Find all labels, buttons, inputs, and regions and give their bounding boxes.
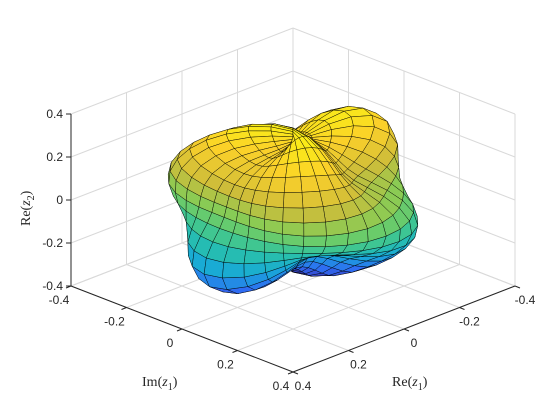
y-tick-mark <box>514 285 521 289</box>
surface-face <box>283 176 303 193</box>
y-tick-label: -0.4 <box>515 293 536 307</box>
x-tick-mark <box>232 350 238 353</box>
z-tick-label: 0 <box>56 193 63 207</box>
surface-face <box>302 206 326 224</box>
x-tick-mark <box>121 307 127 310</box>
surface-face <box>265 191 285 209</box>
y-axis-label: Im(z1) <box>142 375 178 393</box>
z-tick-label: 0.2 <box>46 150 63 164</box>
z-tick-label: -0.4 <box>42 279 63 293</box>
surface-face <box>350 115 375 128</box>
grid-line <box>126 264 349 351</box>
y-tick-label: 0.4 <box>295 379 312 393</box>
grid-line <box>292 70 516 158</box>
x-axis-label: Re(z1) <box>392 375 428 393</box>
grid-line <box>70 27 294 115</box>
y-tick-mark <box>403 328 410 332</box>
x-tick-label: -0.2 <box>104 315 125 329</box>
y-tick-label: 0.2 <box>350 358 367 372</box>
y-tick-mark <box>348 350 354 353</box>
tick-labels: -0.4 -0.2 0 0.2 0.4 -0.4 -0.2 0 0.2 0.4 -0.4 -0.2 0 0… <box>42 107 535 393</box>
surface-face <box>302 246 326 254</box>
grid-line <box>70 70 294 158</box>
x-tick-label: 0 <box>167 336 174 350</box>
surface-face <box>248 126 272 132</box>
y-tick-label: -0.2 <box>459 315 480 329</box>
z-tick-label: -0.2 <box>42 236 63 250</box>
z-axis-label: Re(z2) <box>19 190 37 226</box>
z-tick-label: 0.4 <box>46 107 63 121</box>
x-tick-label: 0.4 <box>273 379 290 393</box>
x-tick-mark <box>287 371 294 375</box>
y-tick-mark <box>459 307 465 310</box>
surface-face <box>283 192 304 209</box>
y-tick-mark <box>292 371 299 375</box>
surface-face <box>222 262 245 279</box>
x-tick-mark <box>176 328 183 332</box>
surface-face <box>282 207 305 224</box>
surface-face <box>285 161 301 178</box>
surface-mesh <box>167 106 419 294</box>
surface-face <box>282 221 305 237</box>
x-tick-label: 0.2 <box>217 358 234 372</box>
surface-face <box>243 249 265 265</box>
surface-face <box>264 205 284 223</box>
y-tick-label: 0 <box>411 336 418 350</box>
surface-face <box>301 190 324 209</box>
grid-line <box>292 27 516 115</box>
surface-face <box>303 235 327 247</box>
surface-face <box>303 221 327 237</box>
x-tick-label: -0.4 <box>49 293 70 307</box>
